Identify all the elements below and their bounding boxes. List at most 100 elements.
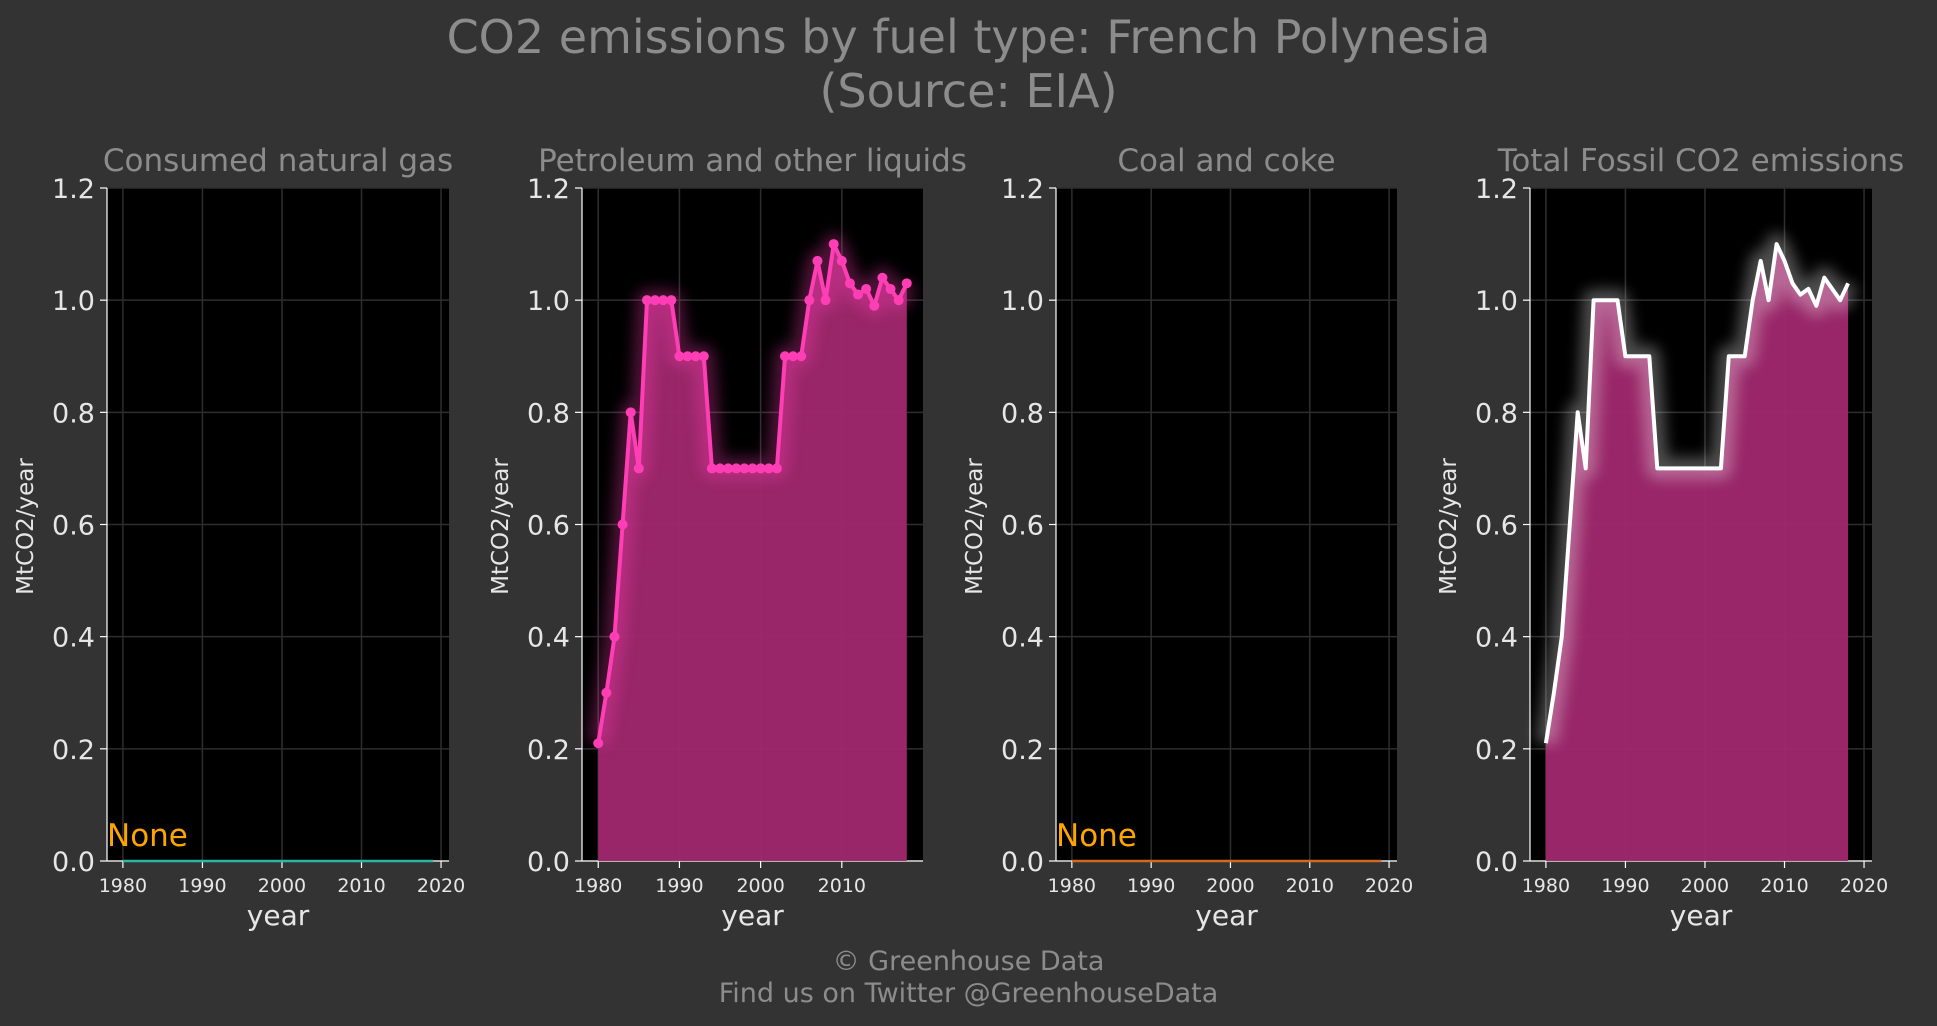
chart-title: Coal and coke	[1117, 143, 1335, 179]
y-tick-label: 1.2	[527, 174, 570, 205]
x-tick-label: 2010	[1760, 875, 1808, 897]
data-point	[690, 351, 701, 362]
x-tick-label: 1990	[655, 875, 703, 897]
page-title: CO2 emissions by fuel type: French Polyn…	[446, 10, 1491, 64]
data-point	[609, 631, 620, 642]
data-point	[820, 295, 831, 306]
data-point	[617, 519, 628, 530]
x-axis-label: year	[1670, 899, 1733, 932]
data-point	[674, 351, 685, 362]
y-tick-label: 0.8	[527, 398, 570, 429]
area-fill	[1545, 244, 1849, 862]
data-point	[625, 407, 636, 418]
y-axis-label: MtCO2/year	[962, 458, 988, 595]
none-annotation: None	[1056, 818, 1137, 854]
chart-panel-1: 0.0 0.2 0.4 0.6 0.8 1.0 1.2 1980 1990 2000 2010 202…	[13, 143, 465, 932]
chart-panel-4: 0.0 0.2 0.4 0.6 0.8 1.0 1.2 1980 1990 2000 2010 202…	[1436, 143, 1904, 932]
x-tick-label: 2020	[1840, 875, 1888, 897]
y-tick-label: 1.0	[52, 286, 95, 317]
data-point	[739, 463, 750, 474]
data-point	[641, 295, 652, 306]
y-tick-label: 1.0	[1475, 286, 1518, 317]
y-tick-label: 0.2	[52, 735, 95, 766]
y-tick-label: 0.8	[1475, 398, 1518, 429]
page-subtitle: (Source: EIA)	[819, 64, 1118, 118]
data-point	[633, 463, 644, 474]
data-point	[706, 463, 717, 474]
y-tick-label: 1.2	[52, 174, 95, 205]
y-tick-label: 0.4	[52, 623, 95, 654]
data-point	[828, 239, 839, 250]
y-tick-label: 0.6	[1001, 511, 1044, 542]
chart-title: Petroleum and other liquids	[538, 143, 967, 179]
y-tick-label: 0.4	[527, 623, 570, 654]
y-tick-label: 0.2	[527, 735, 570, 766]
y-tick-label: 0.6	[1475, 511, 1518, 542]
y-tick-label: 1.2	[1475, 174, 1518, 205]
data-point	[844, 278, 855, 289]
x-tick-label: 2010	[337, 875, 385, 897]
data-point	[836, 255, 847, 266]
data-point	[779, 351, 790, 362]
data-point	[593, 738, 604, 749]
y-tick-label: 0.0	[527, 847, 570, 878]
data-point	[747, 463, 758, 474]
x-axis-label: year	[1195, 899, 1258, 932]
data-point	[731, 463, 742, 474]
y-tick-label: 0.0	[1475, 847, 1518, 878]
x-axis-label: year	[721, 899, 784, 932]
data-point	[666, 295, 677, 306]
footer-twitter: Find us on Twitter @GreenhouseData	[718, 978, 1219, 1009]
data-point	[877, 272, 888, 283]
y-tick-label: 0.8	[1001, 398, 1044, 429]
data-point	[885, 283, 896, 294]
x-tick-label: 1990	[1601, 875, 1649, 897]
area-fill	[598, 244, 907, 862]
y-axis-label: MtCO2/year	[1436, 458, 1462, 595]
chart-panel-2: 0.0 0.2 0.4 0.6 0.8 1.0 1.2 1980 1990 2000 2010 Pet…	[488, 143, 967, 932]
x-tick-label: 2000	[258, 875, 306, 897]
data-point	[723, 463, 734, 474]
y-tick-label: 0.8	[52, 398, 95, 429]
none-annotation: None	[107, 818, 188, 854]
x-tick-label: 2020	[417, 875, 465, 897]
data-point	[893, 295, 904, 306]
y-tick-label: 1.0	[1001, 286, 1044, 317]
x-tick-label: 2000	[1206, 875, 1254, 897]
y-tick-label: 1.2	[1001, 174, 1044, 205]
chart-title: Consumed natural gas	[103, 143, 453, 179]
y-tick-label: 0.2	[1001, 735, 1044, 766]
data-point	[796, 351, 807, 362]
data-point	[812, 255, 823, 266]
y-tick-label: 0.0	[1001, 847, 1044, 878]
data-point	[715, 463, 726, 474]
x-tick-label: 2000	[736, 875, 784, 897]
x-tick-label: 1980	[574, 875, 622, 897]
y-axis-label: MtCO2/year	[13, 458, 39, 595]
y-tick-label: 0.4	[1001, 623, 1044, 654]
x-tick-label: 2010	[1286, 875, 1334, 897]
chart-title: Total Fossil CO2 emissions	[1497, 143, 1905, 179]
data-point	[869, 300, 880, 311]
x-tick-label: 1990	[1127, 875, 1175, 897]
data-point	[650, 295, 661, 306]
y-tick-label: 0.2	[1475, 735, 1518, 766]
y-tick-label: 1.0	[527, 286, 570, 317]
y-tick-label: 0.6	[527, 511, 570, 542]
data-point	[682, 351, 693, 362]
x-tick-label: 1990	[178, 875, 226, 897]
y-tick-label: 0.4	[1475, 623, 1518, 654]
data-point	[804, 295, 815, 306]
data-point	[601, 687, 612, 698]
data-point	[861, 283, 872, 294]
data-point	[788, 351, 799, 362]
x-axis-label: year	[247, 899, 310, 932]
y-tick-label: 0.6	[52, 511, 95, 542]
footer-copyright: © Greenhouse Data	[832, 946, 1105, 977]
data-point	[755, 463, 766, 474]
data-point	[763, 463, 774, 474]
data-point	[771, 463, 782, 474]
x-tick-label: 1980	[1048, 875, 1096, 897]
x-tick-label: 2010	[818, 875, 866, 897]
